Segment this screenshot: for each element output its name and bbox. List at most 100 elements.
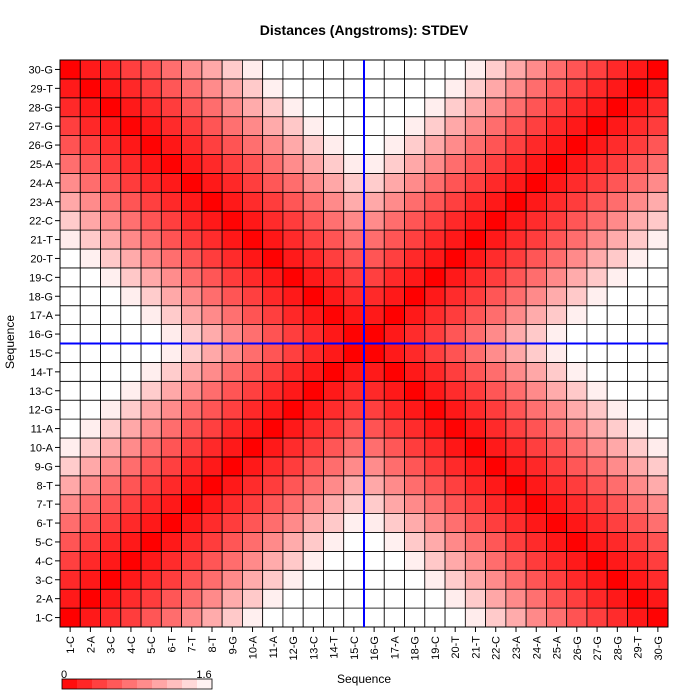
heatmap-cell (302, 551, 324, 571)
heatmap-cell (505, 229, 527, 250)
heatmap-cell (59, 588, 81, 609)
heatmap-cell (464, 97, 486, 118)
heatmap-cell (140, 494, 162, 515)
heatmap-cell (525, 607, 547, 628)
heatmap-cell (383, 343, 405, 363)
heatmap-cell (424, 532, 446, 552)
heatmap-cell (606, 399, 628, 420)
heatmap-cell (120, 229, 142, 250)
heatmap-cell (181, 191, 203, 212)
heatmap-cell (606, 286, 628, 307)
heatmap-cell (282, 399, 304, 420)
heatmap-cell (241, 513, 264, 533)
heatmap-cell (302, 135, 324, 155)
heatmap-cell (323, 78, 345, 99)
heatmap-cell (404, 551, 426, 571)
heatmap-cell (647, 399, 669, 420)
heatmap-cell (363, 399, 385, 420)
heatmap-cell (505, 59, 527, 80)
heatmap-cell (627, 588, 649, 609)
heatmap-cell (363, 569, 385, 590)
x-tick-label: 15-C (349, 636, 361, 660)
heatmap-cell (181, 59, 203, 80)
heatmap-cell (546, 361, 568, 382)
heatmap-cell (262, 475, 284, 496)
heatmap-cell (79, 343, 101, 363)
heatmap-cell (59, 418, 81, 439)
heatmap-cell (140, 456, 162, 477)
y-tick-label: 3-C (35, 575, 53, 587)
heatmap-cell (383, 59, 405, 80)
heatmap-cell (59, 475, 81, 496)
heatmap-cell (505, 78, 527, 99)
heatmap-cell (140, 248, 162, 269)
heatmap-cell (343, 532, 365, 552)
heatmap-cell (424, 437, 446, 458)
y-tick-label: 8-T (37, 480, 54, 492)
heatmap-cell (586, 551, 608, 571)
y-tick-label: 10-A (30, 442, 54, 454)
heatmap-cell (221, 494, 243, 515)
heatmap-cell (221, 154, 243, 174)
heatmap-cell (505, 607, 527, 628)
heatmap-cell (424, 248, 446, 269)
heatmap-cell (100, 532, 122, 552)
x-tick-label: 27-G (592, 636, 604, 660)
heatmap-cell (100, 210, 122, 231)
heatmap-cell (647, 588, 669, 609)
heatmap-cell (525, 116, 547, 136)
heatmap-cell (363, 343, 385, 363)
y-tick-label: 13-C (29, 386, 53, 398)
heatmap-cell (343, 229, 365, 250)
heatmap-cell (221, 210, 243, 231)
heatmap-cell (160, 248, 183, 269)
heatmap-cell (343, 343, 365, 363)
heatmap-cell (505, 437, 527, 458)
heatmap-cell (201, 513, 223, 533)
heatmap-cell (302, 475, 324, 496)
heatmap-cell (505, 172, 527, 193)
heatmap-cell (444, 135, 466, 155)
heatmap-cell (160, 191, 183, 212)
heatmap-cell (424, 97, 446, 118)
heatmap-cell (79, 305, 101, 326)
heatmap-cell (383, 154, 405, 174)
heatmap-cell (262, 229, 284, 250)
heatmap-cell (546, 172, 568, 193)
colorbar-swatch (197, 679, 213, 689)
heatmap-cell (566, 399, 588, 420)
heatmap-cell (241, 229, 264, 250)
x-tick-label: 18-G (410, 636, 422, 660)
heatmap-cell (444, 418, 466, 439)
heatmap-cell (262, 305, 284, 326)
heatmap-cell (221, 324, 243, 344)
x-tick-label: 14-T (329, 636, 341, 659)
heatmap-cell (262, 210, 284, 231)
heatmap-cell (566, 532, 588, 552)
heatmap-cell (302, 210, 324, 231)
heatmap-cell (323, 494, 345, 515)
heatmap-cell (444, 513, 466, 533)
heatmap-cell (627, 494, 649, 515)
heatmap-cell (241, 551, 264, 571)
heatmap-cell (586, 494, 608, 515)
heatmap-cell (262, 456, 284, 477)
heatmap-cell (241, 361, 264, 382)
heatmap-cell (586, 305, 608, 326)
heatmap-cell (140, 607, 162, 628)
heatmap-cell (363, 135, 385, 155)
heatmap-cell (566, 172, 588, 193)
heatmap-cell (181, 135, 203, 155)
heatmap-cell (485, 305, 507, 326)
heatmap-cell (79, 154, 101, 174)
heatmap-cell (282, 305, 304, 326)
heatmap-cell (79, 267, 101, 288)
x-tick-label: 9-G (227, 636, 239, 654)
heatmap-cell (140, 418, 162, 439)
heatmap-cell (505, 588, 527, 609)
heatmap-cell (343, 78, 365, 99)
heatmap-cell (363, 494, 385, 515)
heatmap-cell (201, 97, 223, 118)
heatmap-cell (444, 494, 466, 515)
heatmap-cell (566, 380, 588, 401)
